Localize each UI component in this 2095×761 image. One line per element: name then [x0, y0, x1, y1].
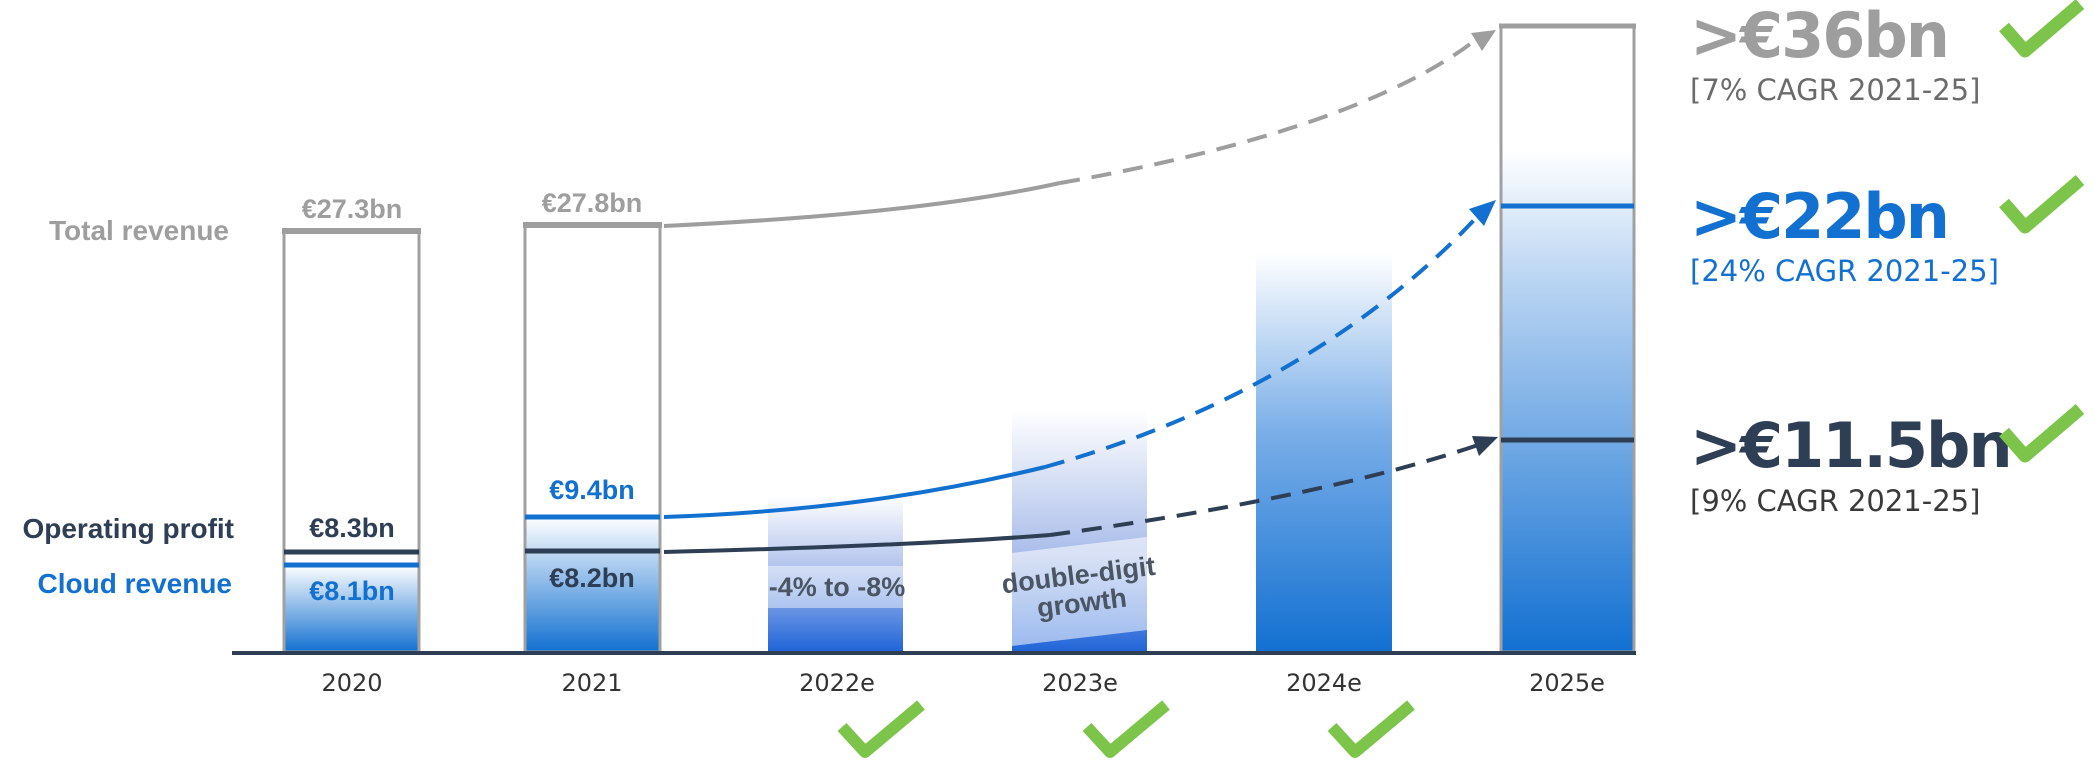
- year-label-2024e: 2024e: [1286, 669, 1362, 697]
- bar-2023e: [1012, 410, 1147, 652]
- trend-op-dashed: [1049, 443, 1479, 537]
- check-icon: [1082, 700, 1170, 758]
- row-label-total-revenue: Total revenue: [49, 215, 229, 246]
- trend-total-solid: [663, 181, 1061, 228]
- target-total-value: >€36bn: [1690, 0, 1948, 72]
- year-label-2020: 2020: [321, 669, 382, 697]
- target-op-cagr: [9% CAGR 2021-25]: [1690, 484, 1980, 518]
- row-label-cloud-revenue: Cloud revenue: [38, 568, 232, 599]
- year-label-2025e: 2025e: [1529, 669, 1605, 697]
- bar-2020: [282, 228, 421, 654]
- check-icon: [1999, 0, 2085, 58]
- target-cloud-cagr: [24% CAGR 2021-25]: [1690, 254, 1999, 288]
- trend-cloud-arrowhead: [1469, 200, 1496, 226]
- trend-op-solid: [663, 533, 1051, 554]
- bar-2025e-fill: [1501, 150, 1634, 652]
- label-2020-op: €8.3bn: [309, 513, 395, 543]
- bar-2022e-fill: [768, 495, 903, 652]
- trend-cloud-dashed: [1044, 216, 1478, 469]
- label-2021-total: €27.8bn: [542, 188, 643, 218]
- label-2020-cloud: €8.1bn: [309, 576, 395, 606]
- label-2021-cloud: €9.4bn: [549, 475, 635, 505]
- target-op-value: >€11.5bn: [1690, 409, 2011, 482]
- check-icon: [1999, 404, 2085, 463]
- target-cloud-value: >€22bn: [1690, 180, 1948, 253]
- trend-cloud-solid: [663, 465, 1046, 519]
- bar-2021: [523, 222, 662, 654]
- label-2020-total: €27.3bn: [302, 194, 403, 224]
- trend-total-arrowhead: [1471, 30, 1496, 51]
- bar-2024e-fill: [1256, 253, 1392, 652]
- label-2022e-range: -4% to -8%: [769, 572, 906, 602]
- label-2021-op: €8.2bn: [549, 563, 635, 593]
- year-label-2023e: 2023e: [1042, 669, 1118, 697]
- bar-2021-cloud-fill: [525, 517, 660, 652]
- year-label-2021: 2021: [561, 669, 622, 697]
- bar-2022e-range-band: [768, 566, 903, 608]
- bar-2024e: [1256, 253, 1392, 652]
- row-label-operating-profit: Operating profit: [22, 513, 234, 544]
- trend-total-dashed: [1059, 36, 1480, 185]
- bar-2023e-range-band: [1012, 537, 1147, 646]
- bar-2020-cloud-fill: [284, 565, 419, 652]
- trend-op-arrowhead: [1472, 436, 1498, 456]
- check-icon: [837, 700, 925, 758]
- target-total-cagr: [7% CAGR 2021-25]: [1690, 73, 1980, 107]
- check-icon: [1999, 175, 2085, 234]
- bar-2025e: [1499, 23, 1636, 654]
- year-label-2022e: 2022e: [799, 669, 875, 697]
- bar-2022e: [768, 495, 903, 652]
- check-icon: [1327, 700, 1415, 758]
